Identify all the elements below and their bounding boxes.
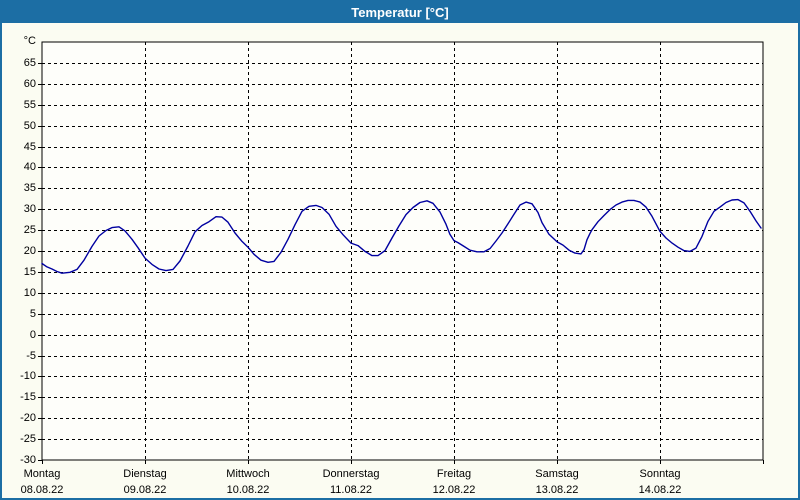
x-date-label: 08.08.22 <box>20 484 64 496</box>
y-tick-label: -15 <box>20 391 36 404</box>
x-day-label: Samstag <box>535 468 579 480</box>
y-tick-label: 60 <box>23 77 36 90</box>
y-tick-label: 20 <box>23 245 36 257</box>
x-date-label: 12.08.22 <box>432 484 476 496</box>
x-day-label: Freitag <box>436 468 472 480</box>
y-tick-label: 10 <box>23 286 36 299</box>
x-day-label: Montag <box>23 468 61 480</box>
y-tick-label: -5 <box>26 349 36 362</box>
x-day-label: Sonntag <box>639 468 681 480</box>
y-tick-label: 0 <box>29 328 36 341</box>
x-date-label: 11.08.22 <box>329 484 372 496</box>
x-day-label: Mittwoch <box>226 468 270 480</box>
y-tick-label: 45 <box>23 140 36 153</box>
y-tick-label: 25 <box>23 224 36 237</box>
temperature-line <box>41 198 762 274</box>
y-tick-label: 35 <box>23 182 36 195</box>
chart-title: Temperatur [°C] <box>351 5 449 20</box>
y-tick-label: 40 <box>23 161 36 174</box>
y-tick-label: -20 <box>20 412 36 425</box>
y-tick-label: -30 <box>20 454 36 466</box>
x-date-label: 14.08.22 <box>638 484 682 496</box>
y-tick-label: 65 <box>23 56 36 69</box>
y-tick-label: 15 <box>23 265 36 278</box>
x-date-label: 13.08.22 <box>535 484 579 496</box>
y-tick-label: 50 <box>23 119 36 132</box>
y-tick-label: -10 <box>20 370 36 383</box>
y-axis-unit-label: °C <box>23 35 36 47</box>
x-day-label: Donnerstag <box>322 468 380 480</box>
y-tick-label: -25 <box>20 433 36 446</box>
title-bar: Temperatur [°C] <box>2 2 798 23</box>
x-date-label: 09.08.22 <box>123 484 167 496</box>
y-tick-label: 5 <box>29 307 36 320</box>
y-tick-label: 55 <box>23 98 36 111</box>
x-date-label: 10.08.22 <box>226 484 270 496</box>
y-tick-label: 30 <box>23 203 36 216</box>
x-day-label: Dienstag <box>123 468 167 480</box>
